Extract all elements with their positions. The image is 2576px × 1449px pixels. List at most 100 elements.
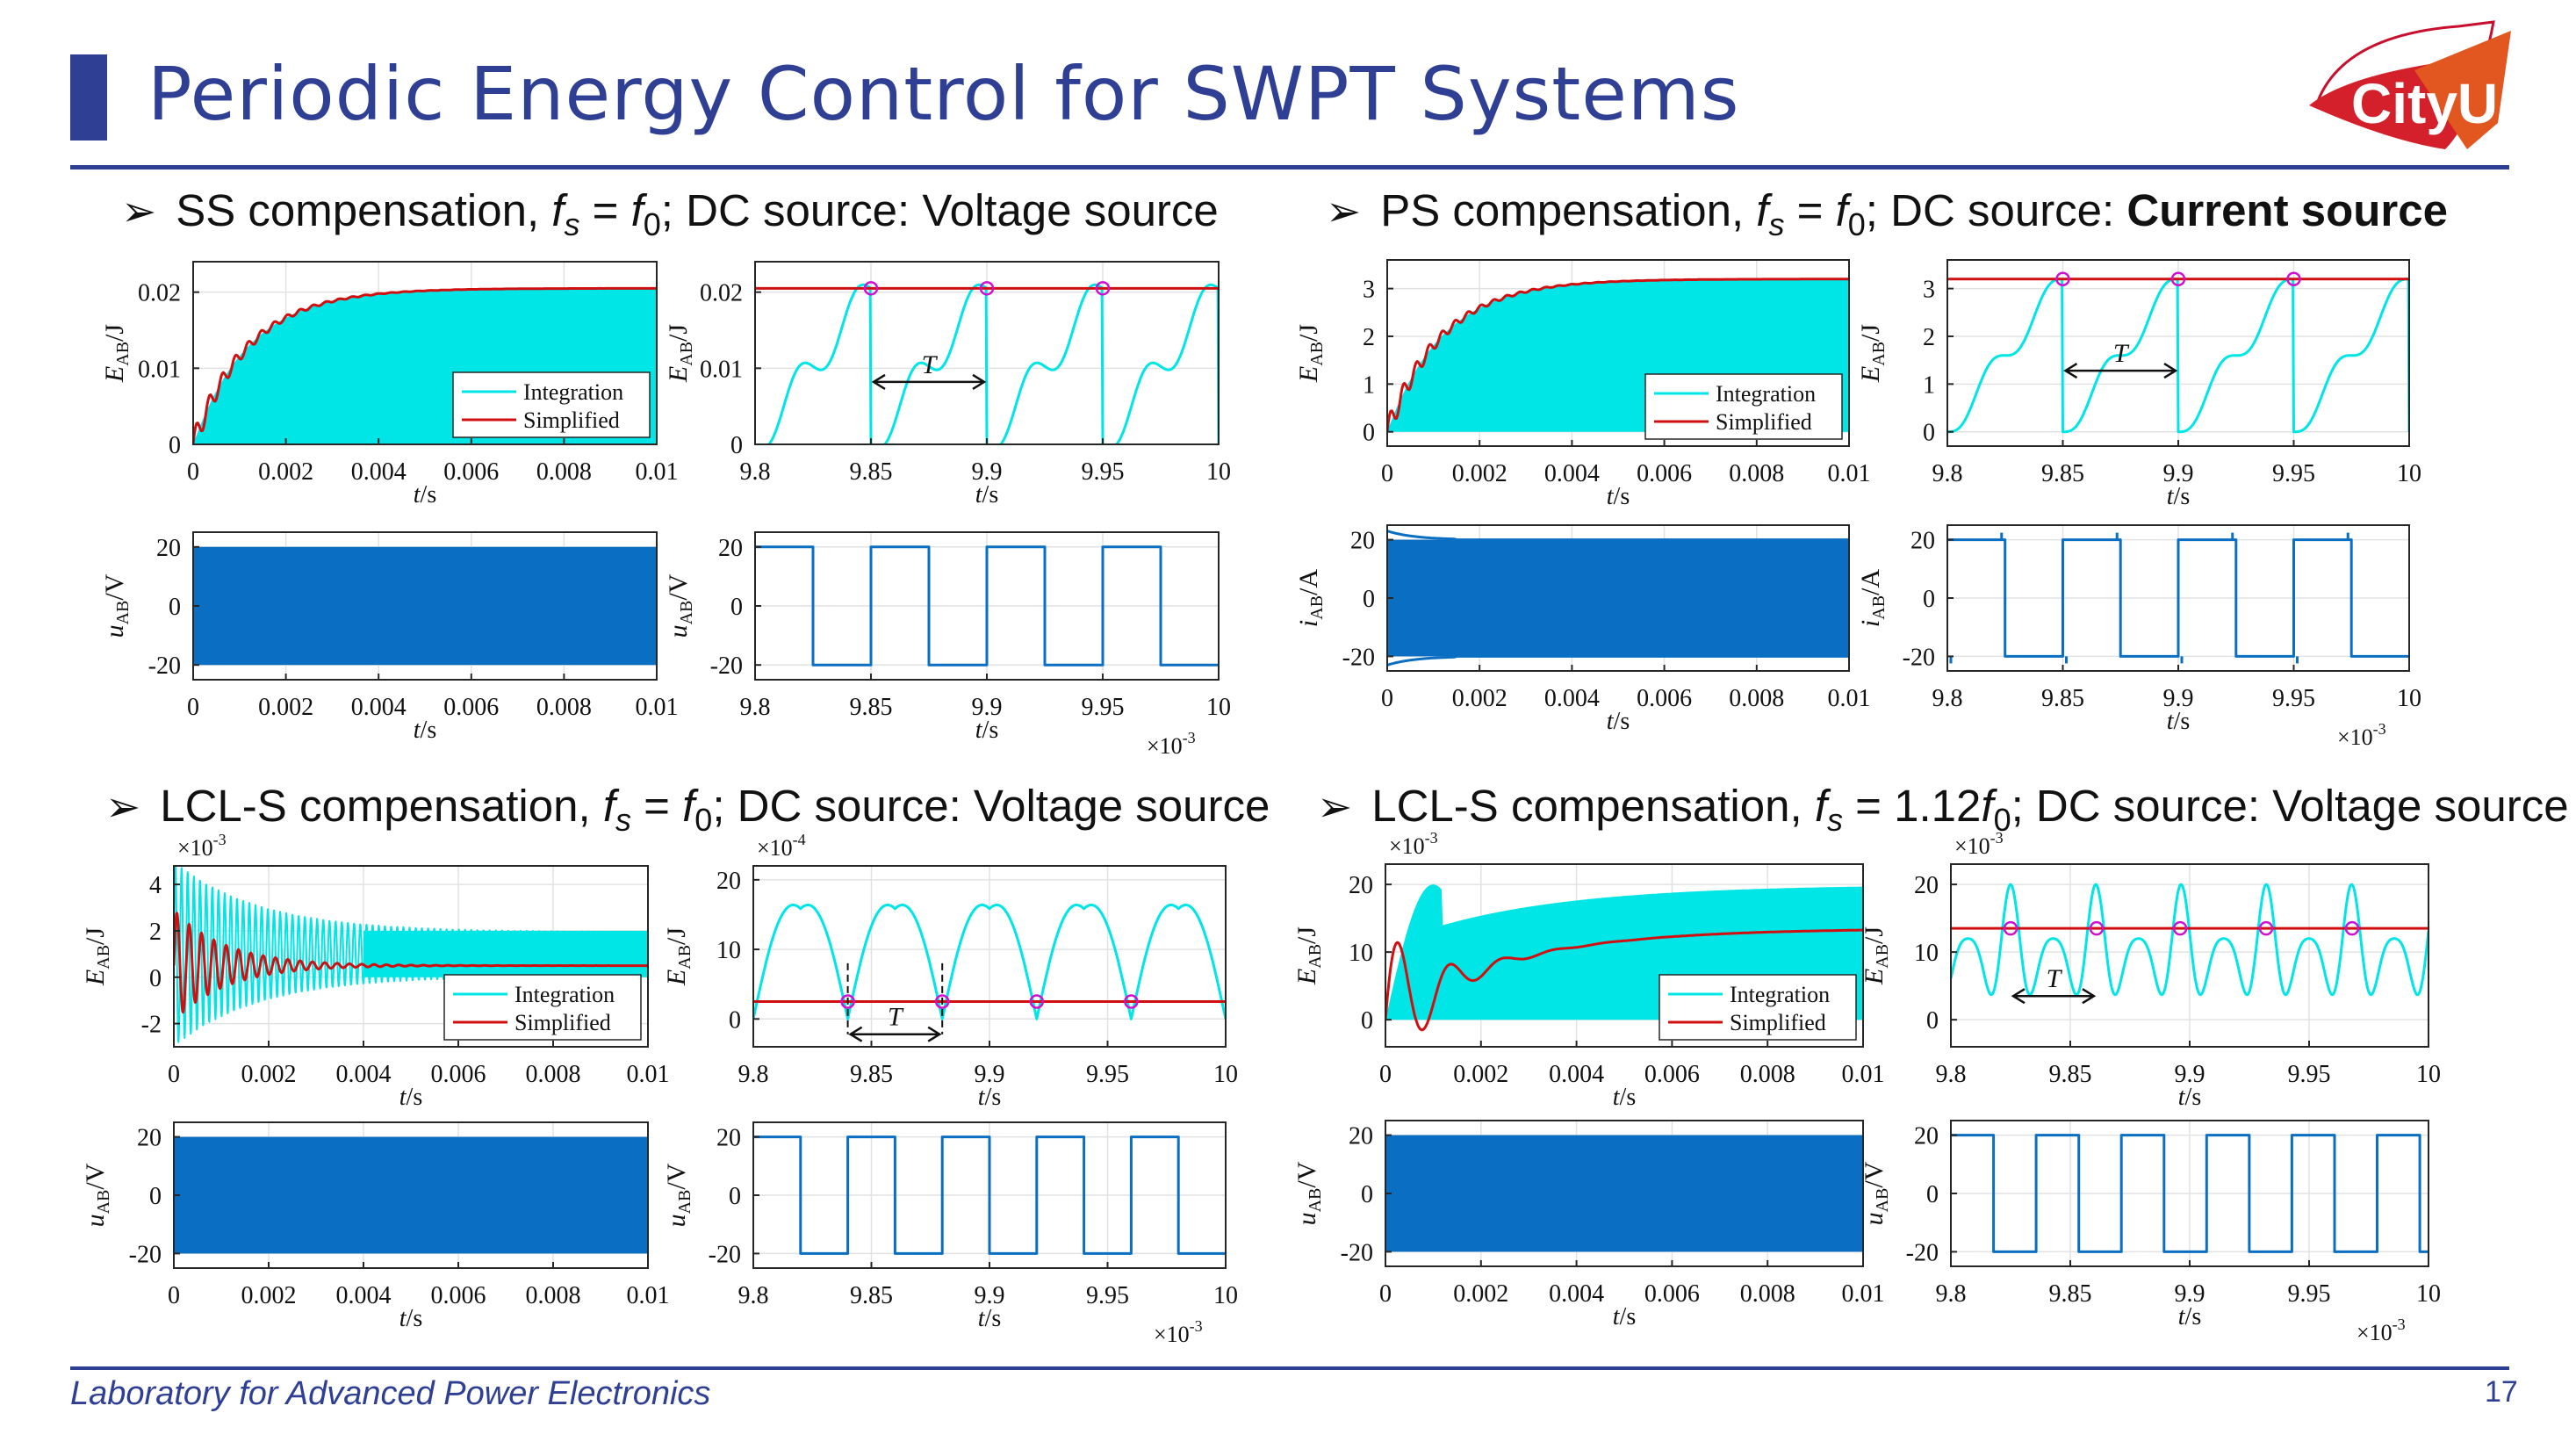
section-text-part: f: [630, 185, 644, 235]
y-tick-label: 3: [1923, 277, 1935, 304]
x-tick-label: 0.006: [1644, 1061, 1700, 1088]
sampling-marker: [2172, 920, 2188, 936]
x-tick-label: 10: [2397, 460, 2421, 487]
y-tick-label: -20: [1903, 644, 1935, 671]
cityu-logo: CityU: [2309, 20, 2511, 149]
y-tick-label: -20: [1342, 644, 1375, 671]
sampling-marker: [934, 994, 950, 1009]
legend-entry: Integration: [523, 379, 623, 405]
x-tick-label: 0: [187, 458, 199, 486]
x-axis-label: t/s: [2167, 483, 2190, 510]
x-tick-label: 10: [1206, 458, 1231, 486]
x-axis-label: t/s: [399, 1305, 422, 1332]
x-tick-label: 9.95: [2272, 685, 2315, 712]
x-tick-label: 0.002: [258, 694, 313, 721]
x-tick-label: 0.008: [1729, 460, 1784, 487]
axis-label: uAB/V: [664, 573, 696, 638]
y-tick-label: 10: [1914, 940, 1939, 967]
x-tick-label: 0.006: [431, 1061, 486, 1088]
y-tick-label: 0: [149, 965, 162, 992]
x-tick-label: 0: [1381, 685, 1393, 712]
period-arrow: [848, 1026, 942, 1042]
x-tick-label: 0.01: [1828, 685, 1871, 712]
legend: Integration Simplified: [443, 974, 642, 1041]
section-text-part: Current source: [2126, 185, 2448, 235]
data-layer: [1951, 1134, 2428, 1253]
axes-frame: [1385, 863, 1864, 1048]
chart-ss-energy-full: 0 0.002 0.004 0.006 0.008 0.01 0 0.01 0.02 t/s EAB…: [100, 261, 679, 508]
chart-ss-energy-zoom: T 9.8 9.85 9.9 9.95 10 0 0.01 0.02 t/s EAB/J: [664, 261, 1231, 508]
x-tick-label: 0.004: [1549, 1280, 1604, 1308]
section-text-part: ; DC source: Voltage source: [712, 781, 1270, 831]
section-text-part: =: [631, 781, 683, 831]
chart-lcls2-energy-full: 0 0.002 0.004 0.006 0.008 0.01 0 10 20 t/s EAB/J ×1…: [1292, 829, 1885, 1111]
axis-label: EAB/J: [1860, 926, 1892, 985]
integration-curve: [1951, 883, 2428, 997]
footer-divider: [70, 1366, 2509, 1370]
x-tick-label: 9.85: [850, 694, 893, 721]
x-tick-label: 9.85: [2041, 460, 2084, 487]
waveform-fill: [174, 1136, 648, 1254]
period-label: T: [922, 350, 939, 379]
x-axis-label: t/s: [975, 717, 998, 744]
y-tick-label: -20: [129, 1241, 162, 1268]
square-wave: [1951, 1134, 2428, 1253]
data-layer: [1951, 883, 2428, 997]
logo-text: CityU: [2351, 72, 2498, 135]
x-tick-label: 9.85: [850, 1282, 893, 1309]
y-tick-label: 0: [169, 432, 181, 459]
section-text-part: LCL-S compensation,: [160, 781, 603, 831]
section-text-part: =: [1784, 185, 1836, 235]
x-axis-label: t/s: [2178, 1303, 2201, 1330]
x-tick-label: 0: [1381, 460, 1393, 487]
y-tick-label: 2: [1363, 324, 1375, 351]
x-tick-label: 0.002: [1452, 685, 1507, 712]
axis-label: iAB/A: [1294, 569, 1327, 627]
y-tick-label: 1: [1923, 371, 1935, 399]
x-tick-label: 0: [168, 1061, 180, 1088]
x-tick-label: 9.9: [2175, 1061, 2205, 1088]
x-tick-label: 0.01: [1842, 1061, 1885, 1088]
axis-multiplier: ×10-3: [2337, 720, 2386, 750]
x-tick-label: 10: [2416, 1061, 2441, 1088]
x-tick-label: 0.008: [526, 1282, 581, 1309]
section-text-part: s: [564, 206, 580, 243]
legend-entry: Simplified: [1716, 409, 1812, 435]
y-tick-label: 1: [1363, 371, 1375, 399]
axes-frame: [173, 865, 649, 1048]
x-tick-label: 0.008: [1740, 1280, 1795, 1308]
data-layer: [1387, 530, 1849, 667]
y-tick-label: 0.02: [700, 280, 743, 307]
page-title: Periodic Energy Control for SWPT Systems: [148, 51, 1740, 137]
x-tick-label: 9.85: [850, 1061, 893, 1088]
footer-lab-name: Laboratory for Advanced Power Electronic…: [70, 1375, 711, 1412]
section-text-part: ; DC source: Voltage source: [660, 185, 1219, 235]
legend-entry: Simplified: [523, 407, 620, 433]
section-ps: ➢ PS compensation, fs = f0; DC source: Cu…: [1326, 184, 2448, 243]
axis-multiplier: ×10-3: [1147, 729, 1196, 759]
axis-multiplier: ×10-3: [1389, 829, 1438, 859]
y-tick-label: -20: [1906, 1239, 1939, 1266]
section-lcls-112f0: ➢ LCL-S compensation, fs = 1.12f0; DC sou…: [1317, 780, 2569, 839]
axis-label: uAB/V: [81, 1163, 113, 1227]
x-tick-label: 0.006: [431, 1282, 486, 1309]
square-wave: [1947, 538, 2409, 658]
data-layer: [193, 546, 657, 666]
y-tick-label: 3: [1363, 277, 1375, 304]
x-tick-label: 0.004: [1549, 1061, 1604, 1088]
x-tick-label: 9.8: [1932, 460, 1963, 487]
x-tick-label: 9.9: [972, 458, 1003, 486]
data-layer: [174, 1136, 648, 1254]
data-layer: [1385, 1135, 1863, 1252]
section-text-part: PS compensation,: [1380, 185, 1757, 235]
x-axis-label: t/s: [1607, 483, 1630, 510]
y-tick-label: 20: [1910, 528, 1935, 555]
y-tick-label: 0: [169, 594, 181, 621]
axis-label: uAB/V: [662, 1163, 694, 1227]
x-axis-label: t/s: [414, 717, 436, 744]
legend-box: [452, 371, 651, 438]
x-tick-label: 0.002: [258, 458, 313, 486]
x-tick-label: 0: [1379, 1061, 1392, 1088]
